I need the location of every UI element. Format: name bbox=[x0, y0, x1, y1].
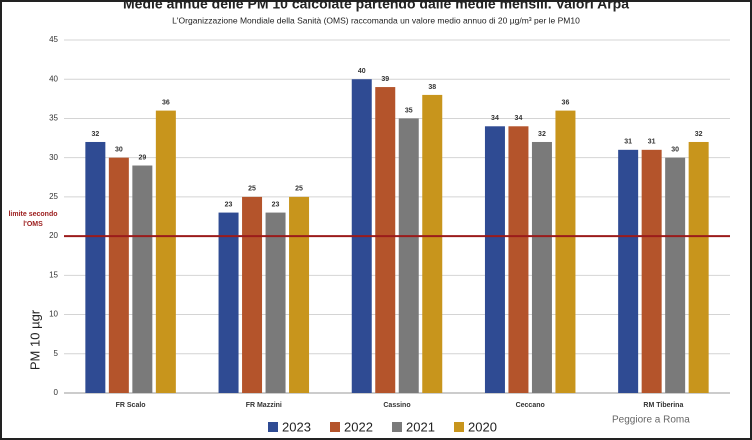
threshold-label: l'OMS bbox=[23, 221, 43, 228]
legend-swatch bbox=[330, 422, 340, 432]
bar bbox=[265, 212, 286, 393]
data-label: 23 bbox=[225, 201, 233, 208]
data-label: 31 bbox=[648, 139, 656, 146]
x-tick-label: FR Scalo bbox=[116, 402, 146, 409]
threshold-label: limite secondo bbox=[8, 211, 57, 218]
x-tick-label: Ceccano bbox=[516, 402, 545, 409]
legend-swatch bbox=[392, 422, 402, 432]
bar bbox=[375, 87, 396, 394]
data-label: 32 bbox=[538, 131, 546, 138]
y-tick-label: 10 bbox=[49, 310, 58, 319]
chart-title: Medie annue delle PM 10 calcolate parten… bbox=[123, 0, 629, 12]
x-tick-label: FR Mazzini bbox=[246, 402, 282, 409]
bar bbox=[484, 126, 505, 394]
legend-label: 2023 bbox=[282, 419, 311, 434]
x-tick-label: RM Tiberina bbox=[643, 402, 683, 409]
data-label: 32 bbox=[91, 131, 99, 138]
y-tick-label: 5 bbox=[54, 349, 59, 358]
data-label: 30 bbox=[115, 147, 123, 154]
legend-swatch bbox=[454, 422, 464, 432]
y-tick-label: 25 bbox=[49, 192, 58, 201]
data-label: 30 bbox=[671, 147, 679, 154]
bar bbox=[618, 149, 639, 393]
data-label: 23 bbox=[272, 201, 280, 208]
bar bbox=[508, 126, 529, 394]
data-label: 29 bbox=[138, 154, 146, 161]
legend-label: 2022 bbox=[344, 419, 373, 434]
legend-label: 2020 bbox=[468, 419, 497, 434]
data-label: 40 bbox=[358, 68, 366, 75]
x-tick-label: Cassino bbox=[383, 402, 410, 409]
y-tick-label: 15 bbox=[49, 270, 58, 279]
bar bbox=[641, 149, 662, 393]
note: Peggiore a Roma bbox=[612, 415, 690, 426]
y-tick-label: 40 bbox=[49, 74, 58, 83]
data-label: 39 bbox=[381, 76, 389, 83]
bar bbox=[289, 196, 310, 393]
legend-swatch bbox=[268, 422, 278, 432]
data-label: 25 bbox=[248, 186, 256, 193]
data-label: 36 bbox=[562, 99, 570, 106]
bar bbox=[688, 141, 709, 393]
y-tick-label: 45 bbox=[49, 35, 58, 44]
data-label: 35 bbox=[405, 107, 413, 114]
bar bbox=[218, 212, 239, 393]
bar bbox=[108, 157, 129, 393]
y-tick-label: 0 bbox=[54, 388, 59, 397]
bar bbox=[155, 110, 176, 393]
data-label: 32 bbox=[695, 131, 703, 138]
bar bbox=[132, 165, 153, 393]
data-label: 34 bbox=[491, 115, 499, 122]
chart-subtitle: L'Organizzazione Mondiale della Sanità (… bbox=[172, 15, 580, 25]
bar bbox=[531, 141, 552, 393]
bar bbox=[555, 110, 576, 393]
legend-label: 2021 bbox=[406, 419, 435, 434]
data-label: 25 bbox=[295, 186, 303, 193]
y-axis-label: PM 10 µgr bbox=[27, 309, 42, 370]
data-label: 38 bbox=[428, 84, 436, 91]
data-label: 34 bbox=[515, 115, 523, 122]
bar bbox=[398, 118, 419, 393]
y-tick-label: 20 bbox=[49, 231, 58, 240]
bar bbox=[85, 141, 106, 393]
bar bbox=[242, 196, 263, 393]
data-label: 31 bbox=[624, 139, 632, 146]
y-tick-label: 35 bbox=[49, 114, 58, 123]
bar bbox=[665, 157, 686, 393]
bar bbox=[422, 94, 443, 394]
y-tick-label: 30 bbox=[49, 153, 58, 162]
data-label: 36 bbox=[162, 99, 170, 106]
